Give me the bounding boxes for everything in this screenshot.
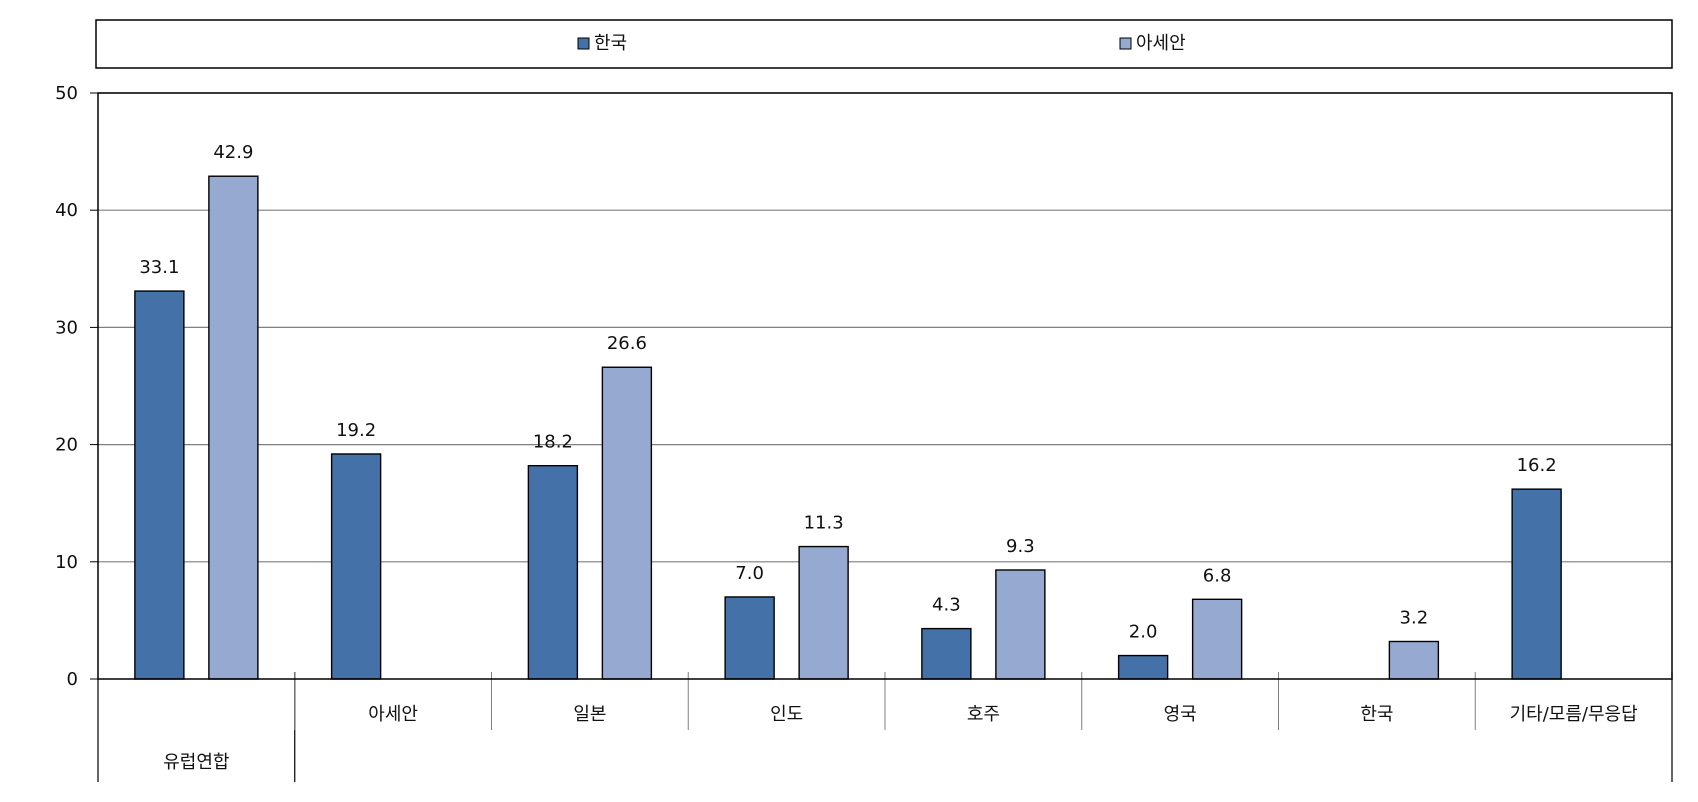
- y-axis-ticks: 0 10 20 30 40 50: [55, 83, 98, 690]
- data-label: 33.1: [139, 257, 179, 278]
- bar-asean-3: [798, 545, 849, 680]
- data-label: 3.2: [1400, 607, 1429, 628]
- bar-korea-7: [1511, 488, 1562, 680]
- bars: [134, 175, 1562, 680]
- bar-asean-2: [601, 366, 653, 680]
- category-label: 일본: [573, 704, 606, 725]
- data-labels: 33.1 42.9 19.2 18.2 26.6 7.0 11.3 4.3 9.3 2.0 6.8 3…: [139, 142, 1556, 642]
- category-label: 유럽연합: [163, 752, 229, 773]
- data-label: 7.0: [735, 563, 764, 584]
- y-tick-label: 0: [67, 669, 78, 690]
- data-label: 19.2: [336, 420, 376, 441]
- data-label: 2.0: [1129, 622, 1158, 643]
- bar-korea-5: [1117, 654, 1169, 680]
- category-label: 인도: [770, 704, 803, 725]
- legend-swatch-asean: [1119, 37, 1132, 50]
- plot-area-border: [97, 92, 1673, 680]
- data-label: 26.6: [607, 333, 647, 354]
- y-tick-label: 10: [55, 552, 78, 573]
- data-label: 4.3: [932, 595, 961, 616]
- data-label: 42.9: [213, 142, 253, 163]
- y-tick-label: 30: [55, 317, 78, 338]
- x-axis-categories: 유럽연합 아세안 일본 인도 호주 영국 한국 기타/모름/무응답: [97, 672, 1673, 782]
- category-label: 아세안: [368, 704, 418, 725]
- bar-korea-0: [134, 290, 185, 680]
- legend-label-korea: 한국: [594, 33, 627, 54]
- category-label: 한국: [1360, 704, 1393, 725]
- bar-korea-1: [330, 453, 382, 680]
- data-label: 9.3: [1006, 536, 1035, 557]
- y-tick-label: 50: [55, 83, 78, 104]
- data-label: 11.3: [804, 513, 844, 534]
- legend-swatch-korea: [577, 37, 590, 50]
- bar-asean-5: [1191, 598, 1243, 680]
- data-label: 18.2: [533, 432, 573, 453]
- y-tick-label: 40: [55, 200, 78, 221]
- bar-korea-2: [527, 464, 579, 680]
- legend-label-asean: 아세안: [1136, 33, 1186, 54]
- bar-asean-4: [995, 569, 1046, 680]
- bar-korea-3: [724, 596, 775, 680]
- data-label: 6.8: [1203, 565, 1232, 586]
- bar-korea-4: [921, 627, 972, 680]
- category-label: 호주: [967, 704, 1000, 725]
- legend-box: [95, 19, 1673, 69]
- bar-asean-6: [1388, 640, 1440, 680]
- y-tick-label: 20: [55, 435, 78, 456]
- bar-asean-0: [208, 175, 259, 680]
- category-label: 기타/모름/무응답: [1510, 704, 1638, 725]
- data-label: 16.2: [1517, 455, 1557, 476]
- category-label: 영국: [1164, 704, 1197, 725]
